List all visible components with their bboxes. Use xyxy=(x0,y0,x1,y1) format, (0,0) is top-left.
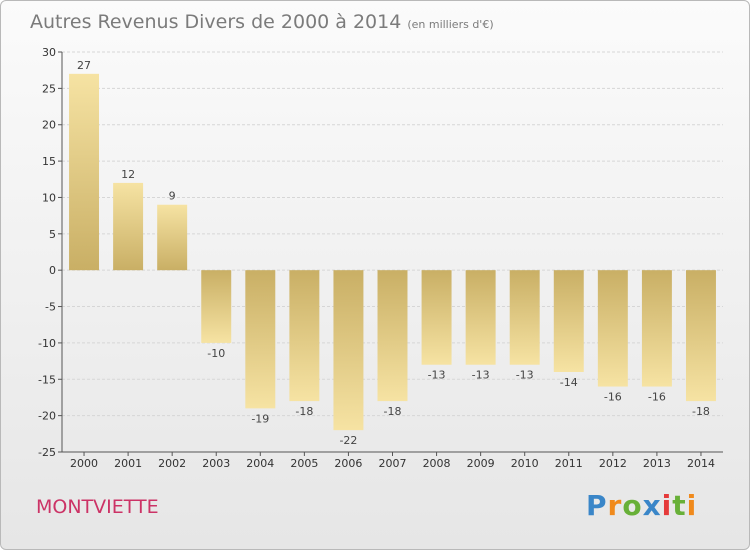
bar-2008 xyxy=(421,270,452,365)
bar-2004 xyxy=(245,270,276,409)
bar-2010 xyxy=(509,270,540,365)
data-label: -10 xyxy=(207,347,225,360)
y-tick-label: 20 xyxy=(42,119,56,132)
y-tick-label: 25 xyxy=(42,82,56,95)
x-tick-label: 2004 xyxy=(246,457,274,470)
x-tick-label: 2008 xyxy=(423,457,451,470)
bar-2007 xyxy=(377,270,408,402)
title-text: Autres Revenus Divers de 2000 à 2014 xyxy=(30,11,402,33)
y-tick-label: -15 xyxy=(38,373,56,386)
data-label: -13 xyxy=(516,369,534,382)
bar-2012 xyxy=(597,270,628,387)
y-tick-label: 5 xyxy=(49,228,56,241)
data-label: -18 xyxy=(692,405,710,418)
x-tick-label: 2002 xyxy=(158,457,186,470)
data-label: 9 xyxy=(169,190,176,203)
x-tick-label: 2000 xyxy=(70,457,98,470)
y-tick-label: -20 xyxy=(38,410,56,423)
y-tick-label: 0 xyxy=(49,264,56,277)
data-label: -18 xyxy=(384,405,402,418)
x-tick-label: 2013 xyxy=(643,457,671,470)
y-tick-label: 15 xyxy=(42,155,56,168)
location-name: MONTVIETTE xyxy=(36,496,159,518)
bar-2002 xyxy=(157,204,188,271)
y-tick-label: -25 xyxy=(38,446,56,459)
chart-title: Autres Revenus Divers de 2000 à 2014 (en … xyxy=(30,11,494,33)
data-label: -14 xyxy=(560,376,578,389)
proxiti-logo: Proxiti xyxy=(586,489,698,522)
bar-2011 xyxy=(553,270,584,372)
x-tick-label: 2007 xyxy=(379,457,407,470)
y-tick-label: -10 xyxy=(38,337,56,350)
x-tick-label: 2012 xyxy=(599,457,627,470)
bar-2013 xyxy=(641,270,672,387)
data-label: -19 xyxy=(251,412,269,425)
data-label: -16 xyxy=(604,391,622,404)
data-label: -18 xyxy=(295,405,313,418)
x-tick-label: 2009 xyxy=(467,457,495,470)
data-label: -13 xyxy=(428,369,446,382)
bar-2003 xyxy=(201,270,232,343)
x-tick-label: 2003 xyxy=(202,457,230,470)
bar-2005 xyxy=(289,270,320,402)
y-tick-label: -5 xyxy=(45,301,56,314)
x-tick-label: 2001 xyxy=(114,457,142,470)
bar-2000 xyxy=(69,73,100,271)
x-tick-label: 2014 xyxy=(687,457,715,470)
x-tick-label: 2010 xyxy=(511,457,539,470)
data-label: -13 xyxy=(472,369,490,382)
x-tick-label: 2006 xyxy=(334,457,362,470)
data-label: -22 xyxy=(339,434,357,447)
chart-subtitle: (en milliers d'€) xyxy=(407,18,494,31)
y-tick-label: 10 xyxy=(42,191,56,204)
x-tick-label: 2005 xyxy=(290,457,318,470)
data-label: 27 xyxy=(77,59,91,72)
bar-2006 xyxy=(333,270,364,431)
bar-2014 xyxy=(685,270,716,402)
data-label: 12 xyxy=(121,168,135,181)
bar-2009 xyxy=(465,270,496,365)
bar-2001 xyxy=(113,182,144,271)
data-label: -16 xyxy=(648,391,666,404)
x-tick-label: 2011 xyxy=(555,457,583,470)
y-tick-label: 30 xyxy=(42,46,56,59)
